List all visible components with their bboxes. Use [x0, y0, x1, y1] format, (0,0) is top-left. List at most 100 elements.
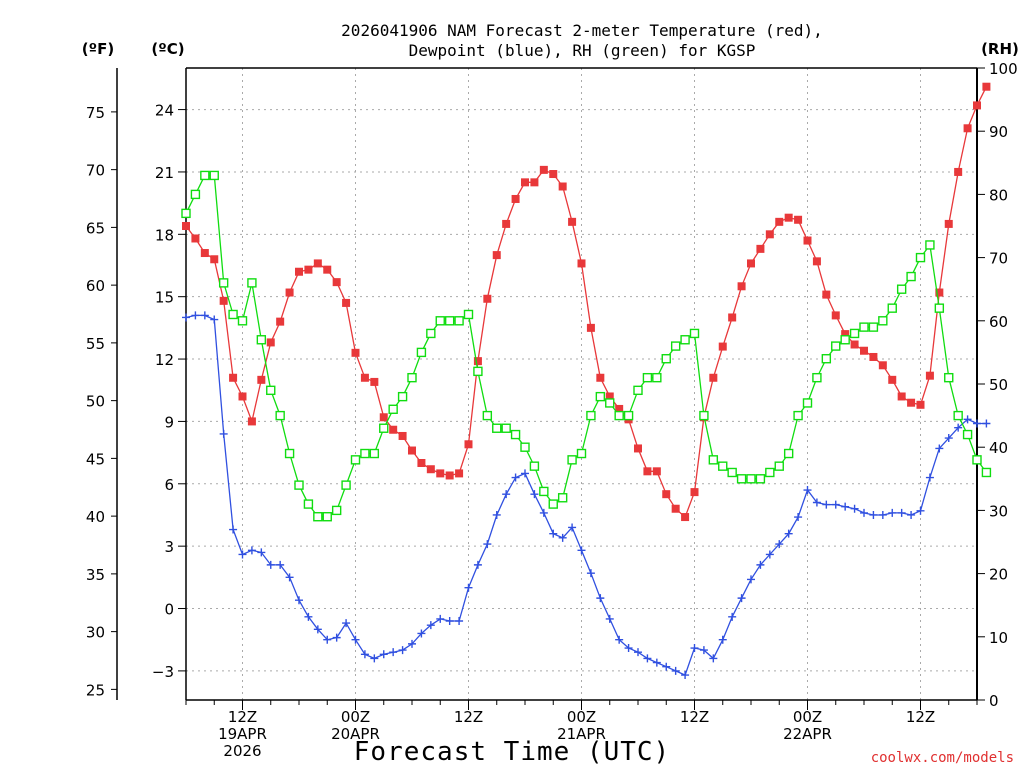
data-point: [633, 385, 643, 396]
data-point: [304, 612, 313, 621]
data-point: [643, 654, 652, 663]
rh-tick-label: 100: [989, 60, 1018, 78]
data-point: [483, 540, 492, 549]
data-point: [416, 347, 427, 358]
time-tick-label: 12Z: [454, 708, 483, 726]
data-point: [849, 328, 860, 339]
rh-tick-label: 10: [989, 629, 1008, 647]
data-point: [972, 455, 982, 465]
data-point: [934, 303, 945, 313]
data-point: [181, 208, 191, 219]
data-point: [436, 614, 445, 623]
data-point: [577, 546, 586, 555]
data-point: [586, 323, 595, 332]
data-point: [521, 469, 529, 478]
rh-tick-label: 70: [989, 250, 1008, 268]
data-point: [963, 124, 972, 133]
data-point: [304, 265, 313, 274]
data-point: [295, 267, 303, 276]
data-point: [295, 596, 303, 605]
data-point: [455, 469, 464, 478]
data-point: [473, 357, 482, 366]
data-point: [510, 429, 521, 440]
data-point: [747, 259, 755, 268]
celsius-tick-label: −3: [152, 663, 174, 681]
x-axis-label: Forecast Time (UTC): [354, 737, 670, 767]
data-point: [511, 473, 520, 482]
data-point: [850, 340, 859, 349]
data-point: [257, 375, 266, 384]
data-point: [379, 650, 388, 659]
data-point: [341, 480, 351, 490]
data-point: [332, 278, 341, 287]
data-point: [389, 425, 398, 434]
data-point: [906, 271, 916, 282]
data-point: [746, 474, 756, 484]
celsius-tick-label: 18: [155, 226, 174, 244]
data-point: [408, 639, 416, 648]
data-point: [831, 341, 841, 351]
chart-title-line1: 2026041906 NAM Forecast 2-meter Temperat…: [341, 21, 823, 40]
data-point: [266, 338, 275, 347]
data-point: [765, 550, 774, 559]
data-point: [303, 499, 314, 509]
fahrenheit-axis: 25 30 35 40 45 50 55 60 65 70 75: [86, 68, 118, 700]
data-point: [595, 391, 606, 402]
data-point: [530, 178, 539, 187]
data-point: [954, 167, 963, 176]
data-point: [896, 284, 907, 294]
data-point: [775, 540, 784, 549]
data-point: [642, 372, 653, 383]
data-point: [567, 455, 577, 465]
data-point: [322, 512, 332, 522]
data-point: [935, 444, 944, 453]
data-point: [860, 346, 868, 355]
time-tick-label: 22APR: [783, 725, 832, 743]
data-point: [360, 448, 370, 459]
data-point: [888, 375, 897, 384]
data-point: [530, 490, 539, 499]
data-point: [256, 335, 267, 345]
data-point: [313, 625, 322, 634]
data-point: [878, 510, 887, 519]
celsius-tick-label: 12: [155, 351, 174, 369]
rh-tick-label: 20: [989, 566, 1008, 584]
data-point: [200, 170, 210, 181]
data-point: [228, 309, 238, 320]
data-point: [944, 219, 953, 228]
data-point: [803, 486, 812, 495]
data-point: [916, 400, 925, 409]
rh-tick-label: 30: [989, 502, 1008, 520]
celsius-tick-label: 24: [155, 102, 174, 120]
data-point: [351, 348, 360, 357]
data-point: [209, 170, 219, 181]
data-point: [398, 646, 407, 655]
data-point: [257, 548, 266, 557]
data-point: [953, 410, 963, 421]
data-point: [502, 490, 511, 499]
rh-tick-label: 50: [989, 376, 1008, 394]
data-point: [868, 322, 879, 332]
data-point: [784, 529, 793, 538]
data-point: [897, 508, 906, 517]
data-point: [662, 490, 671, 499]
data-point: [369, 448, 380, 459]
data-point: [426, 621, 435, 630]
data-point: [191, 311, 200, 320]
data-point: [360, 650, 369, 659]
data-point: [634, 444, 642, 453]
data-point: [670, 341, 681, 351]
data-point: [756, 560, 765, 569]
data-point: [860, 508, 868, 517]
rh-unit-label: (RH): [981, 40, 1019, 58]
data-point: [794, 215, 803, 224]
data-point: [907, 398, 916, 407]
data-point: [681, 513, 690, 522]
data-point: [436, 469, 445, 478]
data-point: [737, 594, 746, 603]
data-point: [841, 330, 850, 339]
data-point: [916, 506, 925, 515]
data-point: [690, 488, 699, 497]
data-point: [408, 446, 416, 455]
data-point: [614, 410, 624, 421]
